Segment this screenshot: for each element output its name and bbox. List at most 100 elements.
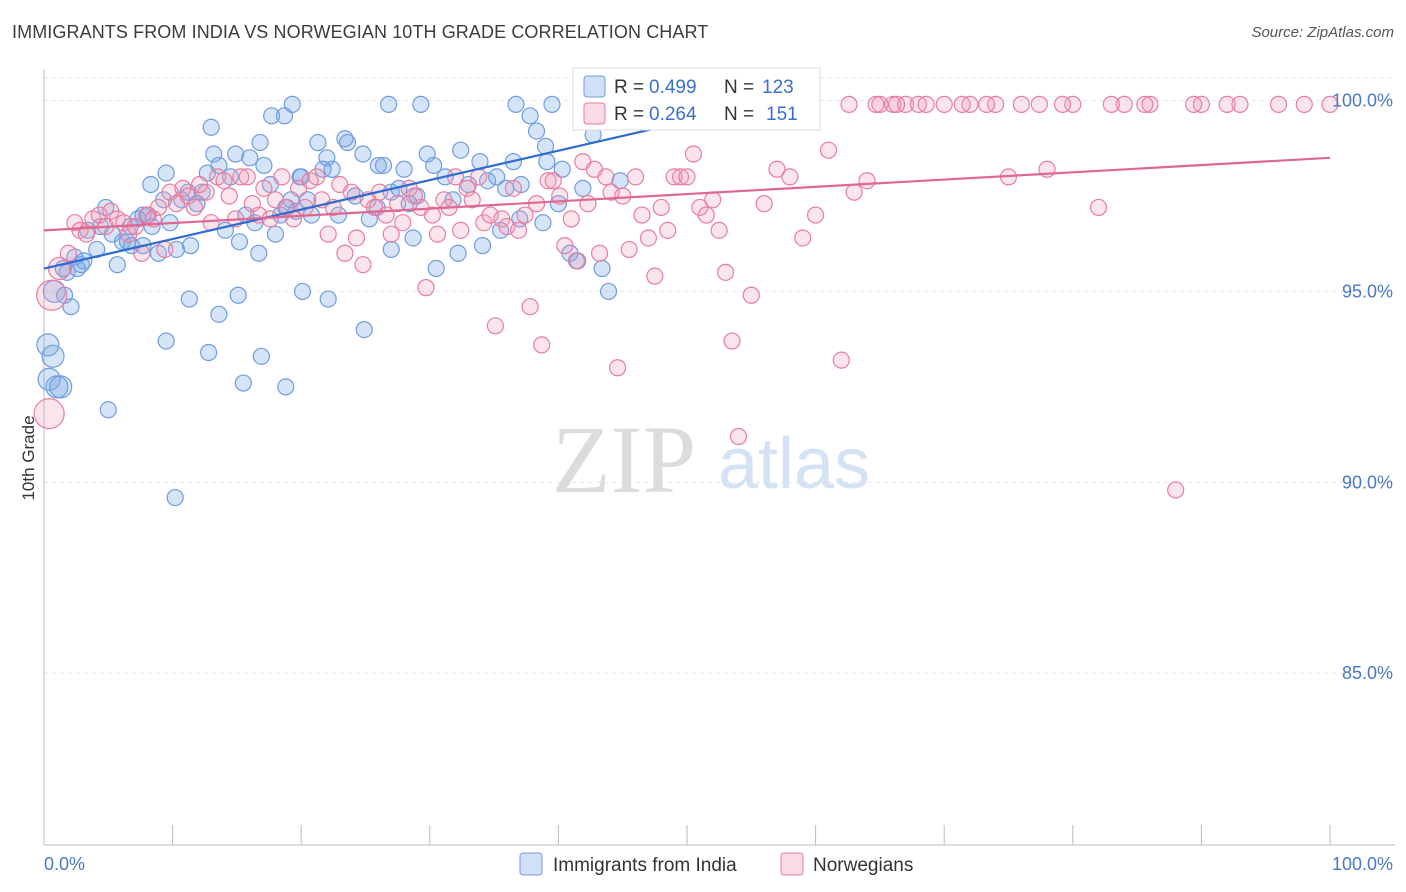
india-point <box>538 153 556 171</box>
norwegians-point <box>567 252 586 270</box>
norwegians-point <box>539 172 557 190</box>
bottom-legend-label-norwegians: Norwegians <box>813 855 913 876</box>
norwegians-point <box>255 179 273 197</box>
india-point <box>354 145 372 163</box>
norwegians-point <box>723 332 741 350</box>
norwegians-point <box>867 95 885 113</box>
norwegians-point <box>319 225 337 243</box>
legend-n-label-india: N = <box>724 77 754 98</box>
series-india-points <box>36 95 629 507</box>
norwegians-point <box>1269 95 1288 113</box>
india-point <box>263 107 281 125</box>
india-point <box>369 156 387 175</box>
legend-r-value-india: 0.499 <box>649 77 697 98</box>
india-point <box>252 347 270 365</box>
norwegians-point <box>845 183 863 201</box>
india-point <box>412 95 430 113</box>
india-point <box>255 156 273 175</box>
trend-line-norwegians <box>43 156 1331 232</box>
norwegians-point <box>394 214 412 232</box>
norwegians-point <box>806 206 825 224</box>
india-point <box>227 145 245 163</box>
norwegians-point <box>1321 95 1339 113</box>
norwegians-point <box>33 397 65 430</box>
india-point <box>251 133 269 152</box>
legend-frame <box>572 67 821 131</box>
norwegians-point <box>308 168 326 186</box>
india-point <box>62 298 80 316</box>
india-point <box>355 321 373 339</box>
norwegians-point <box>665 168 683 186</box>
norwegians-point <box>382 225 400 243</box>
norwegians-point <box>620 240 638 259</box>
norwegians-point <box>729 427 748 446</box>
norwegians-point <box>562 210 580 228</box>
legend-r-label-india: R = <box>614 77 644 98</box>
india-point <box>266 225 285 243</box>
y-tick-labels: 100.0% 95.0% 90.0% 85.0% <box>1332 91 1393 684</box>
india-point <box>593 259 611 278</box>
norwegians-point <box>149 198 168 217</box>
norwegians-point <box>671 168 690 186</box>
bottom-legend-swatch-norwegians <box>780 852 804 876</box>
india-point <box>488 168 506 186</box>
india-point <box>182 237 200 255</box>
india-point <box>395 160 413 178</box>
y-tick-label: 100.0% <box>1332 91 1393 111</box>
y-axis-label: 10th Grade <box>19 415 38 500</box>
bottom-legend-swatch-india <box>519 852 543 876</box>
india-point <box>142 175 160 194</box>
norwegians-point <box>463 191 481 209</box>
norwegians-point <box>781 168 799 186</box>
norwegians-point <box>516 206 534 224</box>
india-point <box>230 233 249 251</box>
norwegians-point <box>697 206 715 224</box>
norwegians-point <box>220 187 238 205</box>
norwegians-point <box>840 95 858 113</box>
norwegians-point <box>533 336 551 354</box>
norwegians-point <box>858 172 876 190</box>
norwegians-point <box>215 172 233 190</box>
norwegians-point <box>716 263 735 281</box>
india-point <box>202 118 220 136</box>
india-point <box>507 95 525 113</box>
norwegians-point <box>678 168 696 186</box>
norwegians-point <box>987 95 1005 113</box>
india-point <box>374 156 393 175</box>
legend-n-value-norwegians: 151 <box>766 104 798 125</box>
norwegians-point <box>1167 481 1185 499</box>
india-point <box>380 95 398 113</box>
india-point <box>36 333 60 357</box>
norwegians-point <box>755 195 773 213</box>
norwegians-point <box>626 168 645 186</box>
india-point <box>512 175 530 194</box>
bottom-legend-label-india: Immigrants from India <box>553 855 737 876</box>
india-point <box>452 141 470 159</box>
legend-r-value-norwegians: 0.264 <box>649 104 697 125</box>
norwegians-point <box>659 221 677 239</box>
norwegians-point <box>156 240 174 259</box>
norwegians-point <box>917 95 935 113</box>
india-point <box>425 156 443 175</box>
norwegians-point <box>794 229 812 247</box>
india-point <box>309 133 327 152</box>
norwegians-point <box>336 244 354 262</box>
norwegians-point <box>579 195 597 213</box>
legend-n-value-india: 123 <box>762 77 794 98</box>
india-point <box>166 488 184 507</box>
norwegians-point <box>1053 95 1072 113</box>
legend-swatch-norwegians <box>583 102 606 125</box>
y-tick-label: 85.0% <box>1342 663 1393 683</box>
watermark: ZIP atlas <box>552 406 870 513</box>
norwegians-point <box>684 145 703 163</box>
norwegians-point <box>888 95 906 113</box>
x-tick-label-min: 0.0% <box>44 854 85 874</box>
india-point <box>41 344 65 368</box>
x-tick-label-max: 100.0% <box>1332 854 1393 874</box>
india-point <box>241 149 259 167</box>
india-point <box>200 343 218 362</box>
norwegians-point <box>1030 95 1048 113</box>
norwegians-point <box>452 221 470 239</box>
india-point <box>157 164 175 182</box>
norwegians-point <box>646 267 664 285</box>
